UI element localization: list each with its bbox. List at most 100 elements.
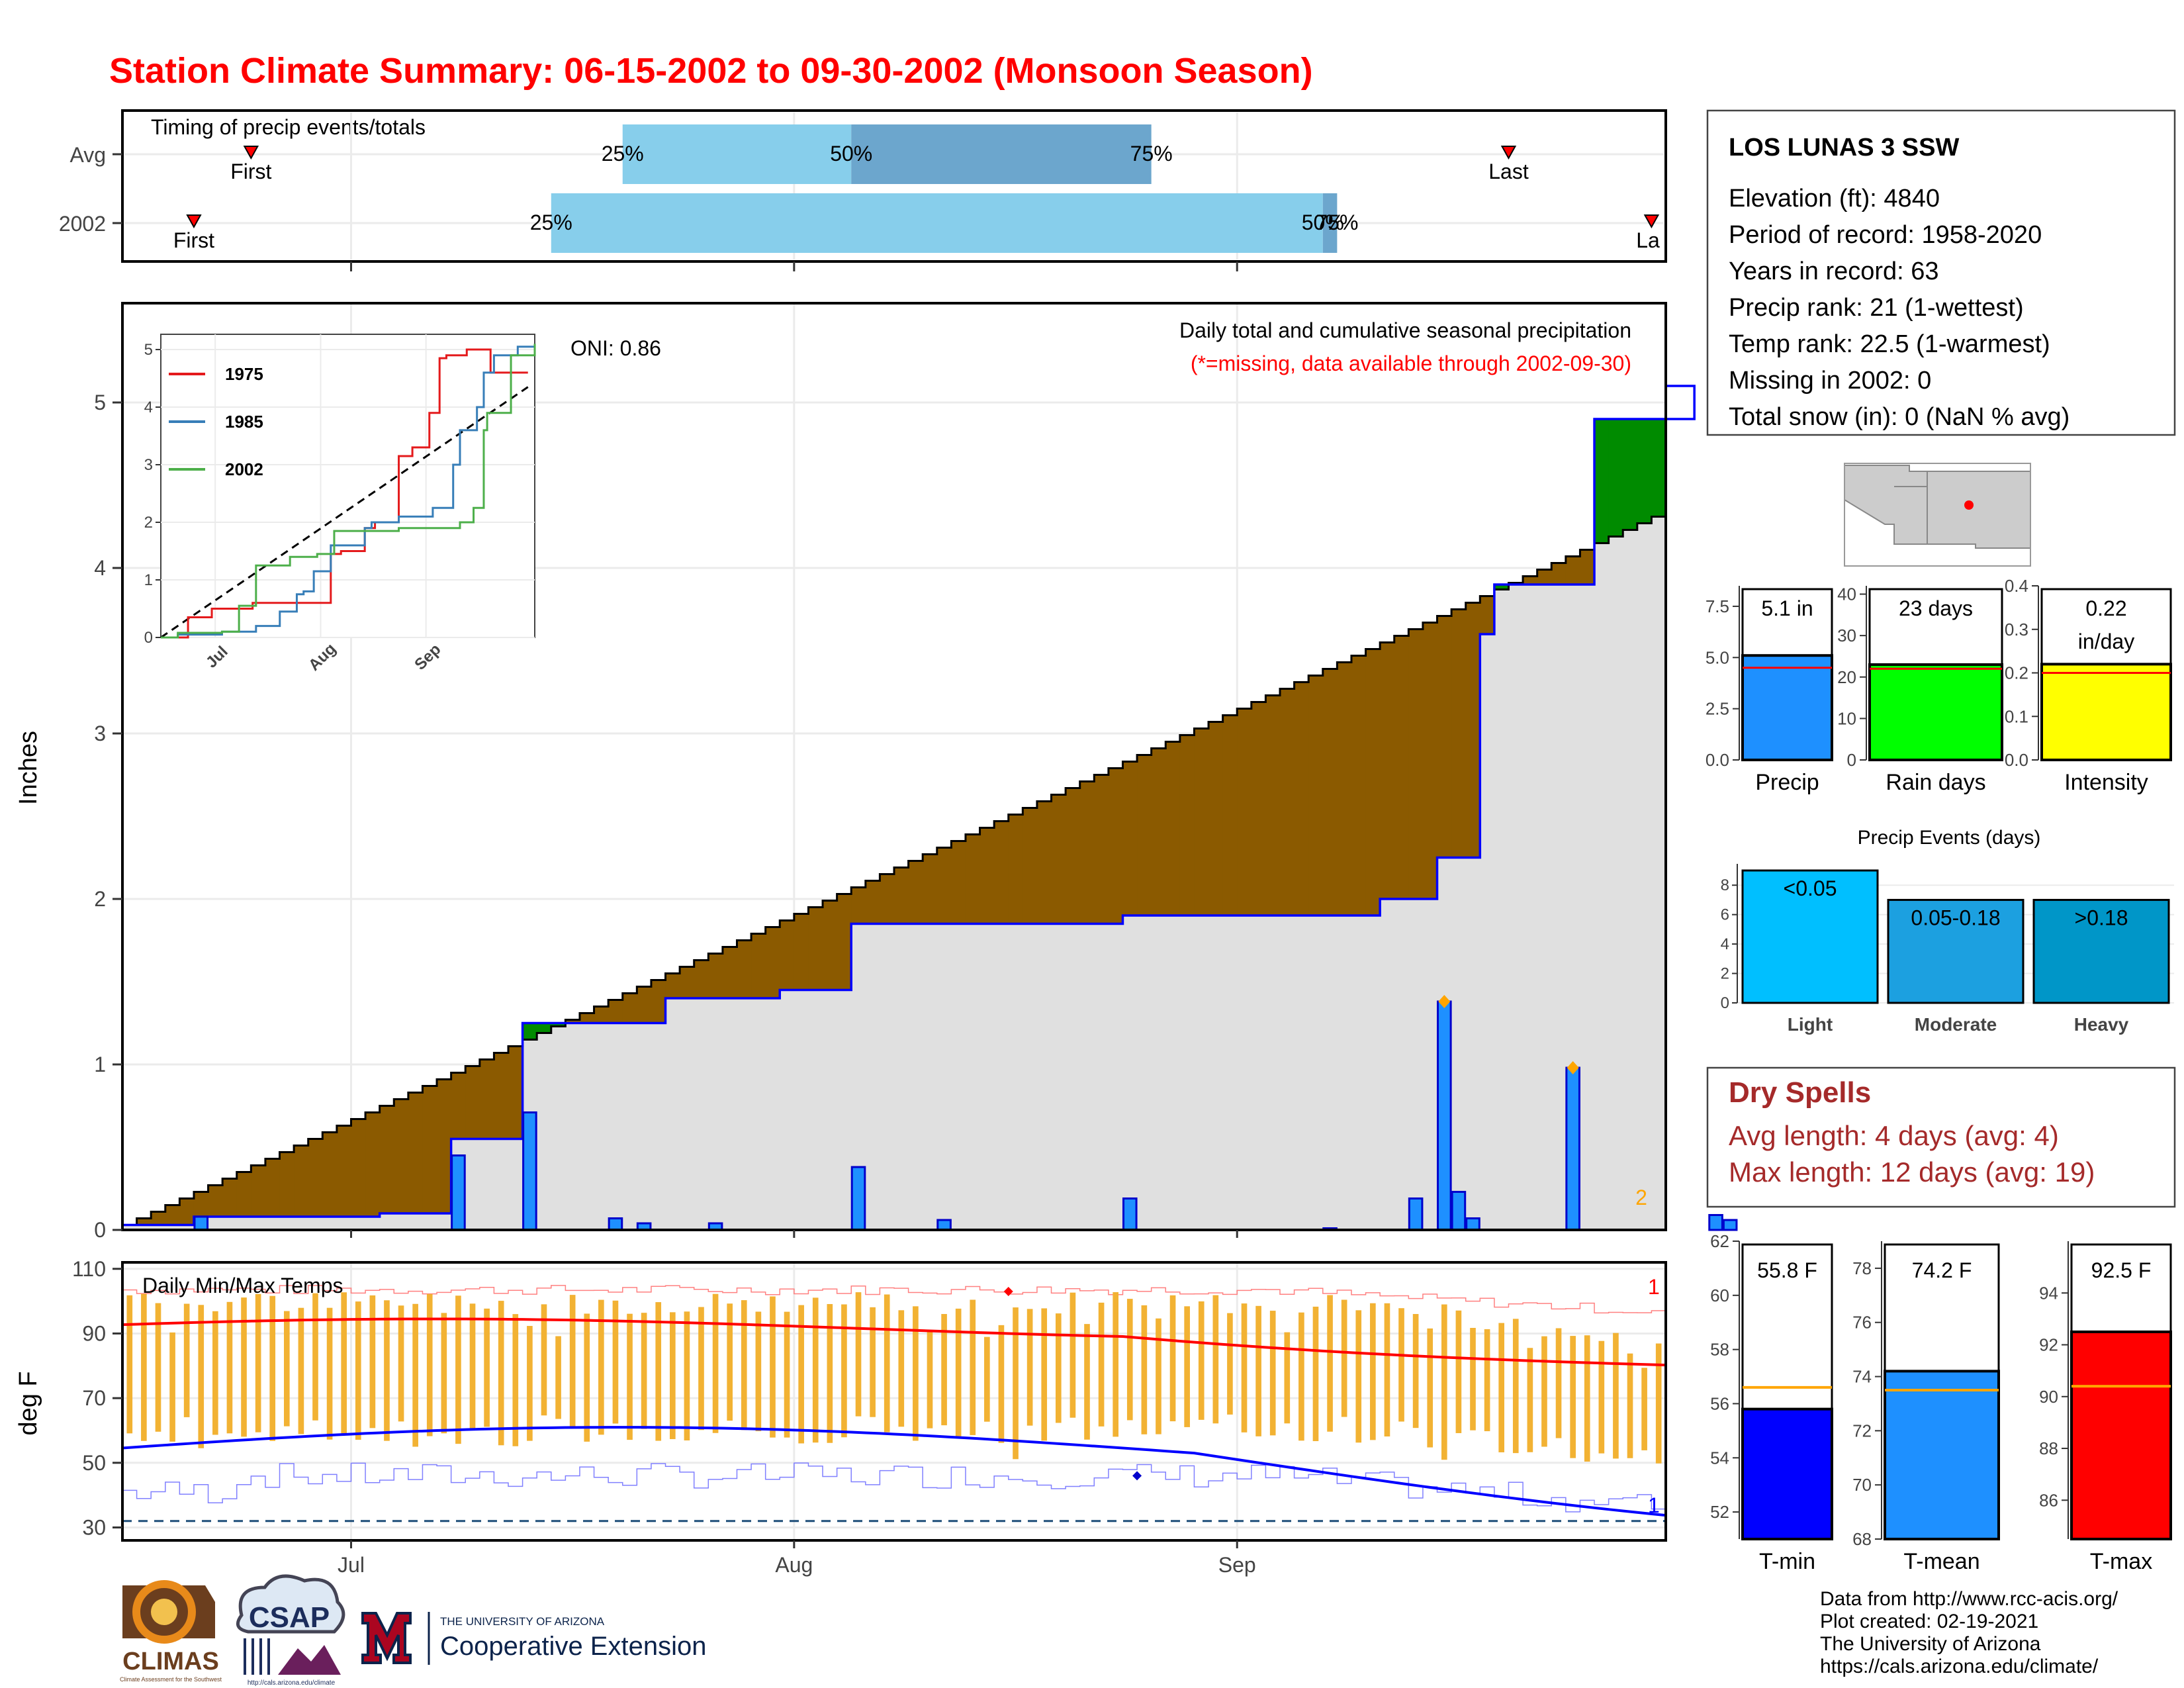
daily-temp-range-bar [1512,1319,1519,1454]
intensity-value-label: 0.22 [2085,596,2126,620]
record-low-line [122,1462,1666,1513]
footer-line: https://cals.arizona.edu/climate/ [1820,1656,2099,1677]
temp-bar-tick: 92 [2039,1335,2058,1355]
below-average-area [437,1079,452,1213]
small-bar-tick: 0 [1847,750,1856,770]
daily-temp-range-bar [841,1304,847,1438]
event-bar [1887,898,2025,1004]
above-average-area [1594,419,1610,543]
daily-precip-bar [936,1219,952,1231]
below-average-area [837,894,852,990]
small-bar-tick: 0.2 [2005,663,2028,683]
timing-last-marker [1643,214,1660,229]
temp-bar-tick: 52 [1710,1502,1729,1522]
below-average-area [1437,616,1452,858]
x-tick-label: Sep [1218,1553,1256,1577]
climas-name: CLIMAS [122,1648,219,1675]
small-bar-tick: 30 [1837,626,1856,645]
temps-y-tick: 30 [82,1515,106,1539]
footer-line: Plot created: 02-19-2021 [1820,1611,2038,1632]
daily-precip-bar [1722,1219,1738,1231]
precip-corner-label: 2 [1635,1186,1647,1209]
event-value-label: >0.18 [2075,906,2128,929]
small-bar-tick: 0.1 [2005,706,2028,726]
daily-temp-range-bar [1398,1308,1404,1422]
daily-precip-bar [1708,1214,1723,1231]
below-average-area [465,1066,480,1139]
daily-temp-range-bar [1613,1333,1619,1459]
above-average-area [537,1023,552,1033]
daily-temp-range-bar [784,1311,790,1438]
below-average-area [1565,556,1581,585]
daily-temp-range-bar [384,1300,390,1441]
below-average-area [351,1119,366,1217]
tmean-label: T-mean [1903,1549,1979,1574]
above-average-area [551,1023,566,1027]
precip-y-tick: 2 [94,887,106,911]
below-average-area [336,1125,352,1217]
events-y-tick: 4 [1721,935,1729,953]
rain_days-bar [1868,663,2003,761]
below-average-area [193,1192,209,1217]
station-location-dot [1964,500,1974,510]
figure-title: Station Climate Summary: 06-15-2002 to 0… [109,51,1313,91]
daily-precip-bar [1565,1066,1580,1231]
daily-temp-range-bar [1641,1368,1647,1450]
daily-temp-range-bar [627,1313,633,1440]
daily-temp-range-bar [669,1312,676,1440]
daily-temp-range-bar [1427,1328,1433,1448]
daily-temp-range-bar [527,1326,533,1441]
daily-temp-range-bar [1584,1335,1590,1462]
daily-temp-range-bar [1055,1313,1062,1423]
daily-temp-range-bar [770,1296,776,1438]
below-average-area [151,1211,166,1225]
precip-bar [1741,654,1833,762]
below-average-area [1351,655,1367,915]
climas-sub: Climate Assessment for the Southwest [120,1676,222,1683]
daily-temp-range-bar [698,1307,704,1430]
precip-events-chart: Precip Events (days) 0 2 4 6 8 <0.05 Light 0.05… [1721,827,2174,1035]
below-average-area [1394,635,1409,899]
footer-line: The University of Arizona [1820,1633,2041,1655]
temp-bar-tick: 86 [2039,1490,2058,1510]
timing-first-marker [243,146,259,160]
timing-first-label: First [173,228,214,252]
temps-y-tick: 110 [72,1257,106,1281]
temps-panel: Daily Min/Max Temps deg F 1 1 Jul Aug Sep 3… [15,1257,1667,1577]
daily-temp-range-bar [598,1299,604,1435]
events-y-tick: 0 [1721,994,1729,1012]
daily-temp-range-bar [741,1300,747,1430]
station-info-line: Total snow (in): 0 (NaN % avg) [1729,403,2070,431]
below-average-area [1066,788,1081,924]
daily-temp-range-bar [1141,1305,1148,1434]
temp-bar-tick: 78 [1852,1258,1872,1278]
below-average-area [823,900,838,990]
below-average-area [1094,774,1109,924]
daily-temp-range-bar [1498,1323,1505,1452]
timing-bar-50-75 [851,124,1152,184]
daily-temp-range-bar [1156,1318,1161,1434]
below-average-area [308,1139,323,1217]
daily-temp-range-bar [655,1302,662,1441]
average-high-line [122,1317,1666,1367]
daily-precip-bar [1122,1197,1138,1231]
temp-bar-tick: 56 [1710,1393,1729,1413]
daily-temp-range-bar [498,1301,504,1446]
precip-y-tick: 5 [94,391,106,414]
timing-panel: Timing of precip events/totals Avg 25% 50%… [59,109,1667,271]
daily-temp-range-bar [1541,1336,1547,1447]
timing-bar-25-50 [622,124,852,184]
events-y-tick: 2 [1721,965,1729,983]
inset-series-1985 [161,346,535,639]
x-tick-label: Jul [338,1553,365,1577]
daily-temp-range-bar [1126,1299,1133,1421]
timing-q75: 75% [1130,142,1173,165]
daily-temp-range-bar [283,1311,290,1427]
timing-bar-50-75 [1322,193,1338,253]
below-average-area [1308,675,1324,915]
below-average-area [936,847,952,924]
footer-credits: Data from http://www.rcc-acis.org/Plot c… [1820,1588,2118,1677]
below-average-area [923,854,938,924]
footer-line: Data from http://www.rcc-acis.org/ [1820,1588,2118,1610]
daily-temp-range-bar [1269,1311,1276,1436]
